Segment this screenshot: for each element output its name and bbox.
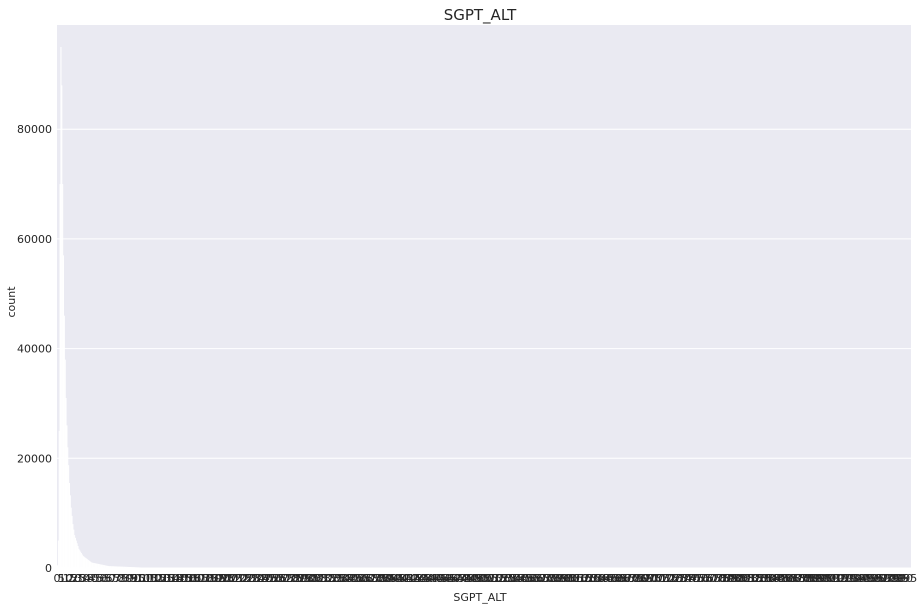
y-tick-label: 60000 [17, 233, 52, 246]
chart-title: SGPT_ALT [444, 6, 517, 25]
x-axis-label: SGPT_ALT [453, 591, 506, 604]
y-axis-label: count [5, 286, 18, 318]
y-tick-label: 20000 [17, 452, 52, 465]
x-tick-label: 995 [896, 572, 917, 585]
plot-background [57, 25, 911, 568]
y-tick-label: 80000 [17, 123, 52, 136]
x-tick-labels: 0510152025303540455055606570758085909510… [54, 572, 918, 585]
y-tick-label: 40000 [17, 343, 52, 356]
y-tick-label: 0 [45, 562, 52, 575]
